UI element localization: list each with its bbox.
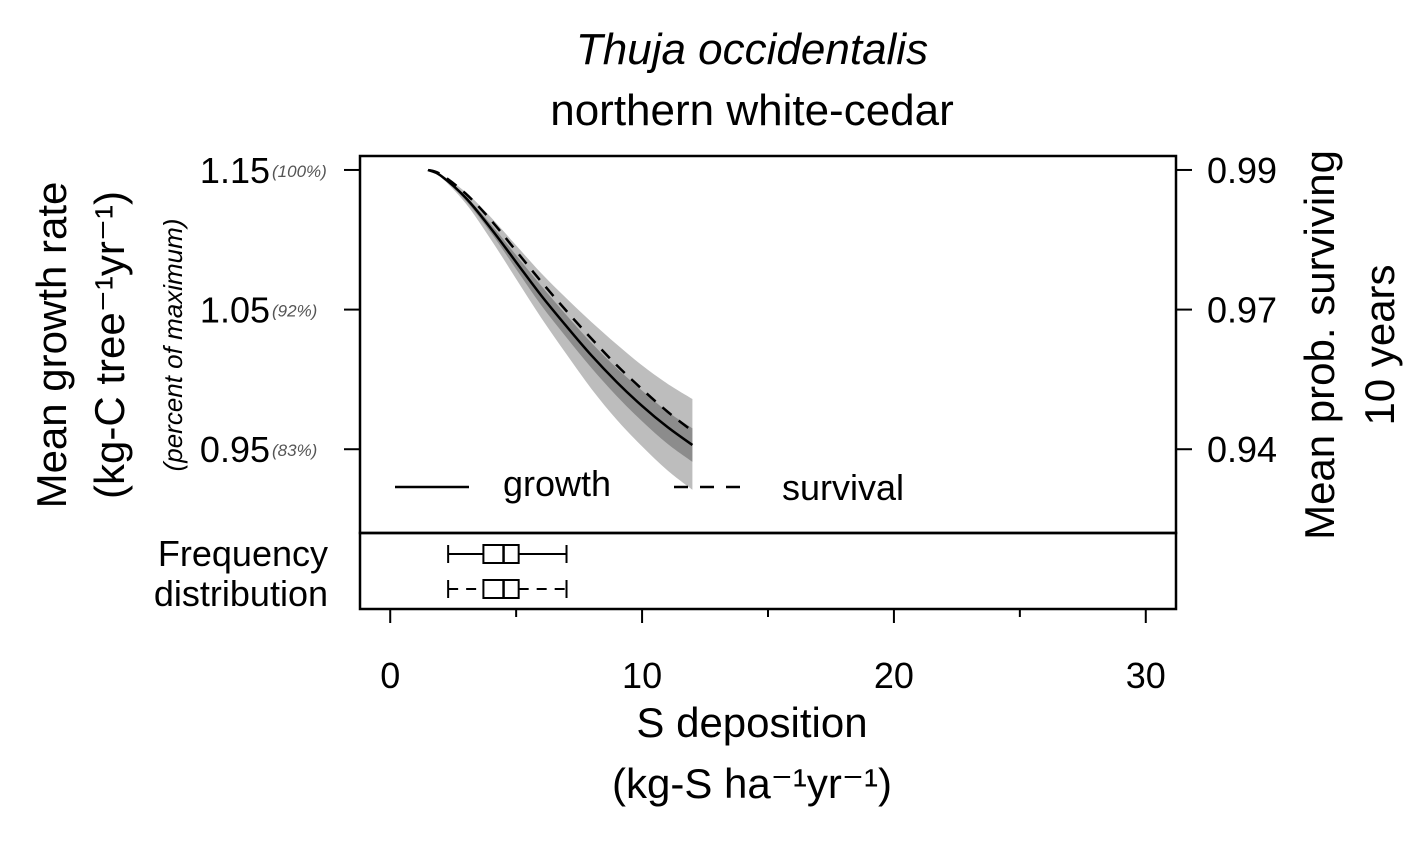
legend: growth survival bbox=[395, 463, 904, 508]
y-left-pct-label-1.05: (92%) bbox=[272, 302, 317, 321]
y-right-tick-label-0.99: 0.99 bbox=[1207, 150, 1277, 191]
x-tick-label-20: 20 bbox=[874, 655, 914, 696]
y-axis-right: 0.99 0.97 0.94 bbox=[1176, 150, 1277, 470]
boxplot-survival-box bbox=[482, 579, 520, 599]
series-lines bbox=[427, 168, 694, 447]
y-left-tick-label-1.05: 1.05 bbox=[200, 290, 270, 331]
boxplot-growth-box bbox=[482, 544, 520, 564]
frequency-panel-frame bbox=[358, 531, 1178, 611]
frequency-label-line2: distribution bbox=[154, 573, 328, 614]
legend-growth-label: growth bbox=[503, 463, 611, 504]
y-left-axis-units: (kg-C tree⁻¹yr⁻¹) bbox=[86, 191, 133, 499]
y-left-axis-note: (percent of maximum) bbox=[158, 219, 188, 472]
x-tick-label-10: 10 bbox=[622, 655, 662, 696]
x-tick-label-0: 0 bbox=[380, 655, 400, 696]
x-axis-title: S deposition bbox=[636, 699, 867, 746]
y-left-tick-label-1.15: 1.15 bbox=[200, 150, 270, 191]
series-line-survival bbox=[427, 168, 694, 433]
y-left-axis-title: Mean growth rate bbox=[28, 182, 75, 509]
chart-subtitle: northern white-cedar bbox=[550, 86, 954, 135]
y-right-tick-label-0.97: 0.97 bbox=[1207, 290, 1277, 331]
frequency-label-line1: Frequency bbox=[158, 533, 328, 574]
y-left-pct-label-1.15: (100%) bbox=[272, 162, 327, 181]
x-axis-units: (kg-S ha⁻¹yr⁻¹) bbox=[612, 760, 892, 807]
ci-inner-band bbox=[428, 170, 693, 462]
y-left-pct-label-0.95: (83%) bbox=[272, 441, 317, 460]
y-right-axis-units: 10 years bbox=[1356, 264, 1403, 425]
legend-survival-label: survival bbox=[782, 467, 904, 508]
confidence-bands bbox=[428, 170, 693, 490]
x-axis: 0 10 20 30 bbox=[380, 608, 1166, 696]
series-line-growth bbox=[427, 168, 694, 447]
y-axis-left: 1.15 (100%) 1.05 (92%) 0.95 (83%) bbox=[200, 150, 360, 470]
chart-title: Thuja occidentalis bbox=[576, 25, 928, 74]
x-tick-label-30: 30 bbox=[1126, 655, 1166, 696]
frequency-boxplots bbox=[447, 544, 568, 599]
ci-outer-band bbox=[428, 170, 693, 490]
y-right-axis-title: Mean prob. surviving bbox=[1296, 150, 1343, 540]
y-right-tick-label-0.94: 0.94 bbox=[1207, 429, 1277, 470]
y-left-tick-label-0.95: 0.95 bbox=[200, 429, 270, 470]
